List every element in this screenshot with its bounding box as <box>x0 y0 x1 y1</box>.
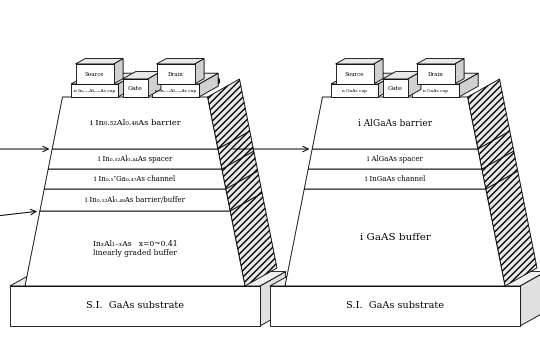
Polygon shape <box>335 64 374 84</box>
Polygon shape <box>152 73 218 84</box>
Polygon shape <box>157 64 194 84</box>
Polygon shape <box>459 73 478 97</box>
Polygon shape <box>308 149 482 169</box>
Text: i In₀.₅₂Al₀.₄₄As spacer: i In₀.₅₂Al₀.₄₄As spacer <box>98 155 172 163</box>
Polygon shape <box>48 149 222 169</box>
Polygon shape <box>416 58 464 64</box>
Text: n GaAs cap: n GaAs cap <box>423 88 448 93</box>
Text: n In₀.₅₂Al₀.₄₈As cap: n In₀.₅₂Al₀.₄₈As cap <box>155 88 196 93</box>
Text: n GaAs cap: n GaAs cap <box>342 88 367 93</box>
Text: i InGaAs channel: i InGaAs channel <box>365 175 425 183</box>
Text: i In₀.₅″Ga₀.₄₇As channel: i In₀.₅″Ga₀.₄₇As channel <box>94 175 176 183</box>
Polygon shape <box>226 171 262 211</box>
Polygon shape <box>71 84 118 97</box>
Polygon shape <box>10 286 260 326</box>
Polygon shape <box>270 272 540 286</box>
Polygon shape <box>147 72 161 97</box>
Text: Drain: Drain <box>428 72 443 76</box>
Polygon shape <box>44 169 226 189</box>
Polygon shape <box>218 131 254 169</box>
Polygon shape <box>207 79 250 149</box>
Polygon shape <box>304 169 486 189</box>
Polygon shape <box>285 189 505 286</box>
Text: b: b <box>210 74 221 88</box>
Text: S.I.  GaAs substrate: S.I. GaAs substrate <box>86 301 184 311</box>
Text: Source: Source <box>345 72 364 76</box>
Polygon shape <box>71 73 137 84</box>
Polygon shape <box>520 272 540 326</box>
Text: Gate: Gate <box>127 86 143 90</box>
Text: n In₀.₅₂Al₀.₄₈As cap: n In₀.₅₂Al₀.₄₈As cap <box>74 88 115 93</box>
Text: i In₀.₅₂Al₀.₄₈As barrier/buffer: i In₀.₅₂Al₀.₄₈As barrier/buffer <box>85 196 185 204</box>
Polygon shape <box>76 64 113 84</box>
Polygon shape <box>378 73 397 97</box>
Polygon shape <box>486 171 537 286</box>
Text: S.I.  GaAs substrate: S.I. GaAs substrate <box>346 301 444 311</box>
Polygon shape <box>331 84 378 97</box>
Polygon shape <box>374 58 383 84</box>
Polygon shape <box>312 97 478 149</box>
Polygon shape <box>152 84 199 97</box>
Polygon shape <box>194 58 204 84</box>
Polygon shape <box>123 72 161 79</box>
Polygon shape <box>408 72 421 97</box>
Text: Source: Source <box>85 72 104 76</box>
Text: δ-doping: δ-doping <box>196 145 227 153</box>
Text: Drain: Drain <box>167 72 184 76</box>
Polygon shape <box>416 64 455 84</box>
Polygon shape <box>455 58 464 84</box>
Polygon shape <box>478 131 514 169</box>
Polygon shape <box>412 84 459 97</box>
Polygon shape <box>123 79 147 97</box>
Polygon shape <box>482 151 518 189</box>
Polygon shape <box>335 58 383 64</box>
Polygon shape <box>230 193 277 286</box>
Text: i In₀.₅₂Al₀.₄₈As barrier: i In₀.₅₂Al₀.₄₈As barrier <box>90 119 180 127</box>
Polygon shape <box>382 72 421 79</box>
Polygon shape <box>118 73 137 97</box>
Text: i GaAS buffer: i GaAS buffer <box>360 233 430 242</box>
Polygon shape <box>76 58 123 64</box>
Polygon shape <box>270 286 520 326</box>
Polygon shape <box>199 73 218 97</box>
Polygon shape <box>157 58 204 64</box>
Polygon shape <box>10 272 286 286</box>
Polygon shape <box>260 272 286 326</box>
Polygon shape <box>52 97 218 149</box>
Text: i AlGaAs barrier: i AlGaAs barrier <box>358 118 432 128</box>
Polygon shape <box>40 189 230 211</box>
Polygon shape <box>468 79 510 149</box>
Text: i AlGaAs spacer: i AlGaAs spacer <box>367 155 423 163</box>
Polygon shape <box>113 58 123 84</box>
Text: Gate: Gate <box>388 86 402 90</box>
Polygon shape <box>331 73 397 84</box>
Polygon shape <box>382 79 408 97</box>
Polygon shape <box>412 73 478 84</box>
Polygon shape <box>25 211 245 286</box>
Polygon shape <box>222 151 258 189</box>
Text: InₓAl₁₋ₓAs   x=0~0.41
linearly graded buffer: InₓAl₁₋ₓAs x=0~0.41 linearly graded buff… <box>93 240 177 257</box>
